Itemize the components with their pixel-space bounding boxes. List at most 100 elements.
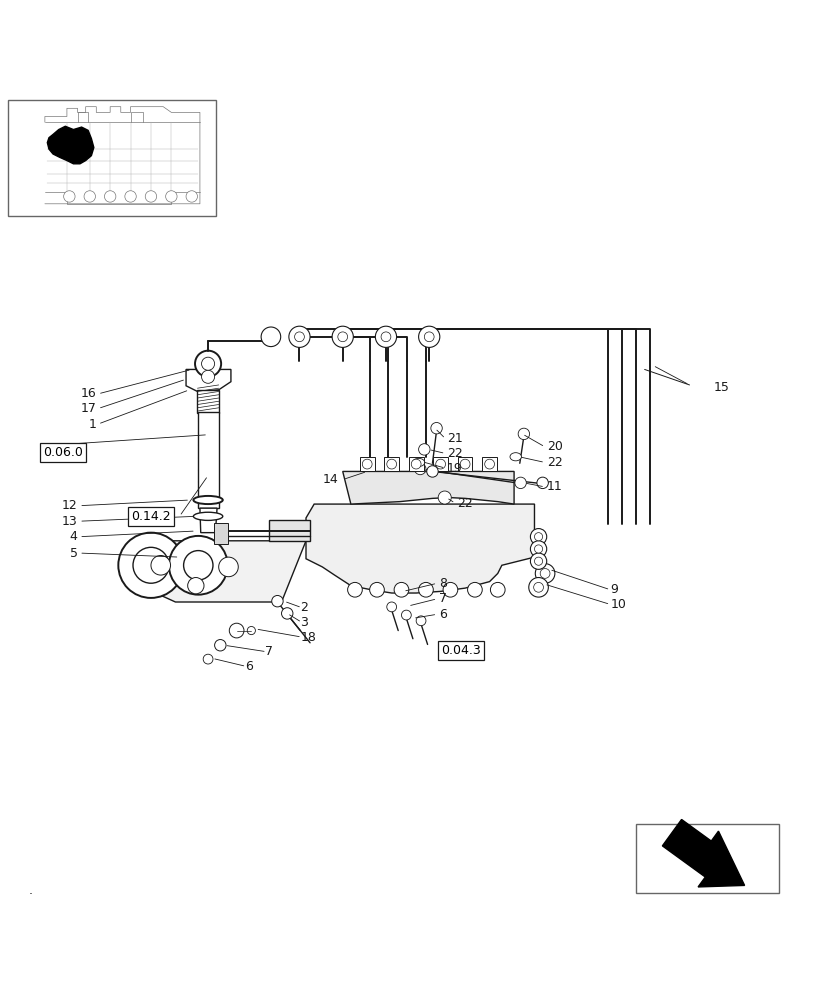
- Circle shape: [295, 332, 304, 342]
- Bar: [482, 457, 497, 471]
- Text: 18: 18: [300, 631, 316, 644]
- Circle shape: [515, 477, 526, 489]
- Text: 22: 22: [457, 497, 472, 510]
- Circle shape: [387, 602, 397, 612]
- Ellipse shape: [510, 453, 521, 461]
- Circle shape: [202, 370, 215, 383]
- Text: 20: 20: [547, 440, 562, 453]
- Circle shape: [424, 332, 434, 342]
- Text: 19: 19: [447, 462, 463, 475]
- Text: 16: 16: [81, 387, 96, 400]
- Circle shape: [133, 547, 169, 583]
- Text: 6: 6: [439, 608, 447, 621]
- Circle shape: [427, 466, 438, 477]
- Circle shape: [229, 623, 244, 638]
- Circle shape: [534, 557, 543, 565]
- Circle shape: [530, 529, 547, 545]
- Polygon shape: [663, 819, 744, 887]
- Circle shape: [537, 477, 548, 489]
- Circle shape: [534, 545, 543, 553]
- Text: 0.04.3: 0.04.3: [441, 644, 481, 657]
- Circle shape: [490, 582, 505, 597]
- Circle shape: [530, 553, 547, 569]
- Text: 6: 6: [245, 660, 253, 673]
- Bar: [269, 520, 310, 541]
- Circle shape: [261, 327, 281, 347]
- Circle shape: [188, 578, 204, 594]
- Circle shape: [184, 551, 213, 580]
- Text: 4: 4: [69, 530, 78, 543]
- Circle shape: [419, 582, 433, 597]
- Circle shape: [289, 326, 310, 347]
- Circle shape: [468, 582, 482, 597]
- Circle shape: [195, 351, 221, 377]
- Text: 2: 2: [300, 601, 308, 614]
- Text: 0.14.2: 0.14.2: [131, 510, 171, 523]
- Text: 3: 3: [300, 616, 308, 629]
- Circle shape: [282, 608, 293, 619]
- Text: .: .: [29, 884, 33, 897]
- Circle shape: [460, 459, 470, 469]
- Bar: [458, 457, 472, 471]
- Text: 11: 11: [547, 480, 562, 493]
- Circle shape: [64, 191, 75, 202]
- Text: 5: 5: [69, 547, 78, 560]
- Ellipse shape: [193, 512, 223, 520]
- Circle shape: [529, 578, 548, 597]
- Circle shape: [535, 564, 555, 583]
- Circle shape: [215, 640, 226, 651]
- Text: 10: 10: [610, 598, 626, 611]
- Text: 21: 21: [447, 432, 463, 445]
- Text: 15: 15: [714, 381, 730, 394]
- Text: 13: 13: [62, 515, 78, 528]
- Circle shape: [338, 332, 348, 342]
- Circle shape: [387, 459, 397, 469]
- Circle shape: [247, 626, 255, 635]
- Bar: [360, 457, 375, 471]
- Polygon shape: [186, 369, 231, 391]
- Circle shape: [431, 422, 442, 434]
- Bar: [8, 100, 216, 216]
- Circle shape: [151, 555, 171, 575]
- Circle shape: [401, 610, 411, 620]
- Circle shape: [370, 582, 384, 597]
- Text: 22: 22: [547, 456, 562, 469]
- Text: 0.06.0: 0.06.0: [43, 446, 82, 459]
- Circle shape: [530, 541, 547, 557]
- Circle shape: [438, 491, 451, 504]
- Circle shape: [394, 582, 409, 597]
- Bar: [198, 412, 219, 508]
- Bar: [384, 457, 399, 471]
- Circle shape: [534, 582, 543, 592]
- Circle shape: [272, 595, 283, 607]
- Bar: [636, 824, 779, 893]
- Text: 7: 7: [265, 645, 273, 658]
- Circle shape: [518, 428, 530, 440]
- Circle shape: [534, 533, 543, 541]
- Text: 17: 17: [81, 402, 96, 415]
- Circle shape: [436, 459, 446, 469]
- Circle shape: [381, 332, 391, 342]
- Circle shape: [419, 444, 430, 455]
- Circle shape: [166, 191, 177, 202]
- Text: 12: 12: [62, 499, 78, 512]
- Ellipse shape: [193, 496, 223, 504]
- Circle shape: [125, 191, 136, 202]
- Circle shape: [485, 459, 494, 469]
- Ellipse shape: [412, 458, 424, 467]
- Text: 14: 14: [322, 473, 338, 486]
- Polygon shape: [214, 523, 228, 544]
- Circle shape: [118, 533, 184, 598]
- Circle shape: [415, 463, 426, 475]
- Circle shape: [145, 191, 157, 202]
- Circle shape: [202, 357, 215, 370]
- Circle shape: [348, 582, 362, 597]
- Text: 22: 22: [447, 447, 463, 460]
- Text: 1: 1: [88, 418, 96, 431]
- Circle shape: [186, 191, 197, 202]
- Polygon shape: [200, 508, 217, 533]
- Polygon shape: [343, 471, 514, 504]
- Polygon shape: [47, 126, 94, 164]
- Text: 8: 8: [439, 577, 447, 590]
- Circle shape: [443, 582, 458, 597]
